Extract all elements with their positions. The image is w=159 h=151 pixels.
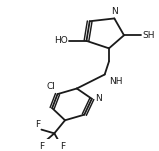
- Text: HO: HO: [55, 36, 68, 45]
- Text: F: F: [40, 142, 45, 151]
- Text: F: F: [60, 142, 65, 151]
- Text: SH: SH: [142, 31, 155, 40]
- Text: NH: NH: [109, 77, 122, 86]
- Text: Cl: Cl: [46, 82, 55, 91]
- Text: N: N: [95, 94, 102, 103]
- Text: F: F: [35, 120, 40, 129]
- Text: N: N: [111, 7, 118, 16]
